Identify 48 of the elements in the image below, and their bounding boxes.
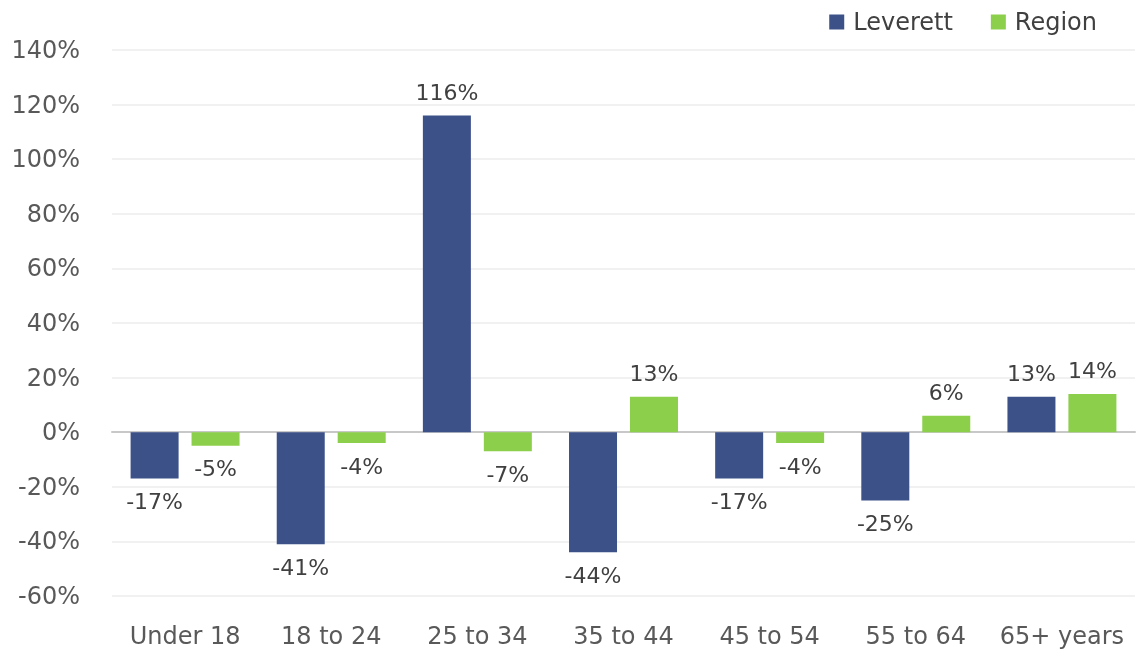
bar (422, 115, 471, 433)
data-label: -41% (272, 554, 330, 580)
x-tick-label: 35 to 44 (573, 622, 674, 650)
bar (715, 432, 764, 479)
y-tick-label: 140% (11, 36, 80, 64)
data-label: -4% (340, 453, 384, 479)
data-label: 14% (1067, 358, 1117, 384)
y-tick-label: 0% (41, 418, 80, 447)
data-label: 6% (928, 380, 964, 406)
x-tick-label: 18 to 24 (281, 622, 382, 650)
y-tick-label: 100% (11, 145, 80, 174)
bar (629, 396, 678, 433)
bar (776, 432, 825, 444)
y-tick-label: 120% (11, 90, 80, 119)
bar (483, 432, 532, 452)
legend-label: Leverett (853, 8, 953, 36)
data-label: -17% (126, 489, 184, 515)
x-tick-label: 55 to 64 (865, 622, 966, 650)
data-label: -25% (856, 510, 914, 536)
data-label: -17% (710, 489, 768, 515)
legend-label: Region (1014, 8, 1098, 36)
bar (276, 432, 325, 545)
bar (191, 432, 240, 446)
y-tick-label: 20% (26, 363, 80, 392)
y-tick-label: -40% (17, 527, 80, 556)
y-tick-label: -60% (17, 582, 80, 610)
y-tick-label: 80% (26, 199, 80, 228)
y-tick-label: 40% (26, 309, 80, 337)
data-label: -4% (778, 453, 822, 479)
data-label: 13% (1007, 361, 1056, 387)
bar (861, 432, 910, 501)
x-tick-label: Under 18 (129, 622, 241, 650)
data-label: 116% (415, 80, 479, 106)
bar (130, 432, 179, 479)
data-label: 13% (629, 361, 679, 387)
x-tick-label: 65+ years (999, 622, 1125, 650)
x-tick-label: 45 to 54 (719, 622, 820, 650)
data-label: -5% (194, 456, 237, 482)
bar (337, 432, 386, 444)
bar (1068, 393, 1117, 433)
data-label: -7% (486, 461, 530, 487)
bar (922, 415, 971, 433)
bar (569, 432, 618, 553)
x-tick-label: 25 to 34 (427, 622, 528, 650)
y-tick-label: 60% (26, 254, 80, 283)
data-label: -44% (564, 562, 622, 588)
y-tick-label: -20% (17, 472, 80, 501)
bar (1007, 396, 1056, 433)
